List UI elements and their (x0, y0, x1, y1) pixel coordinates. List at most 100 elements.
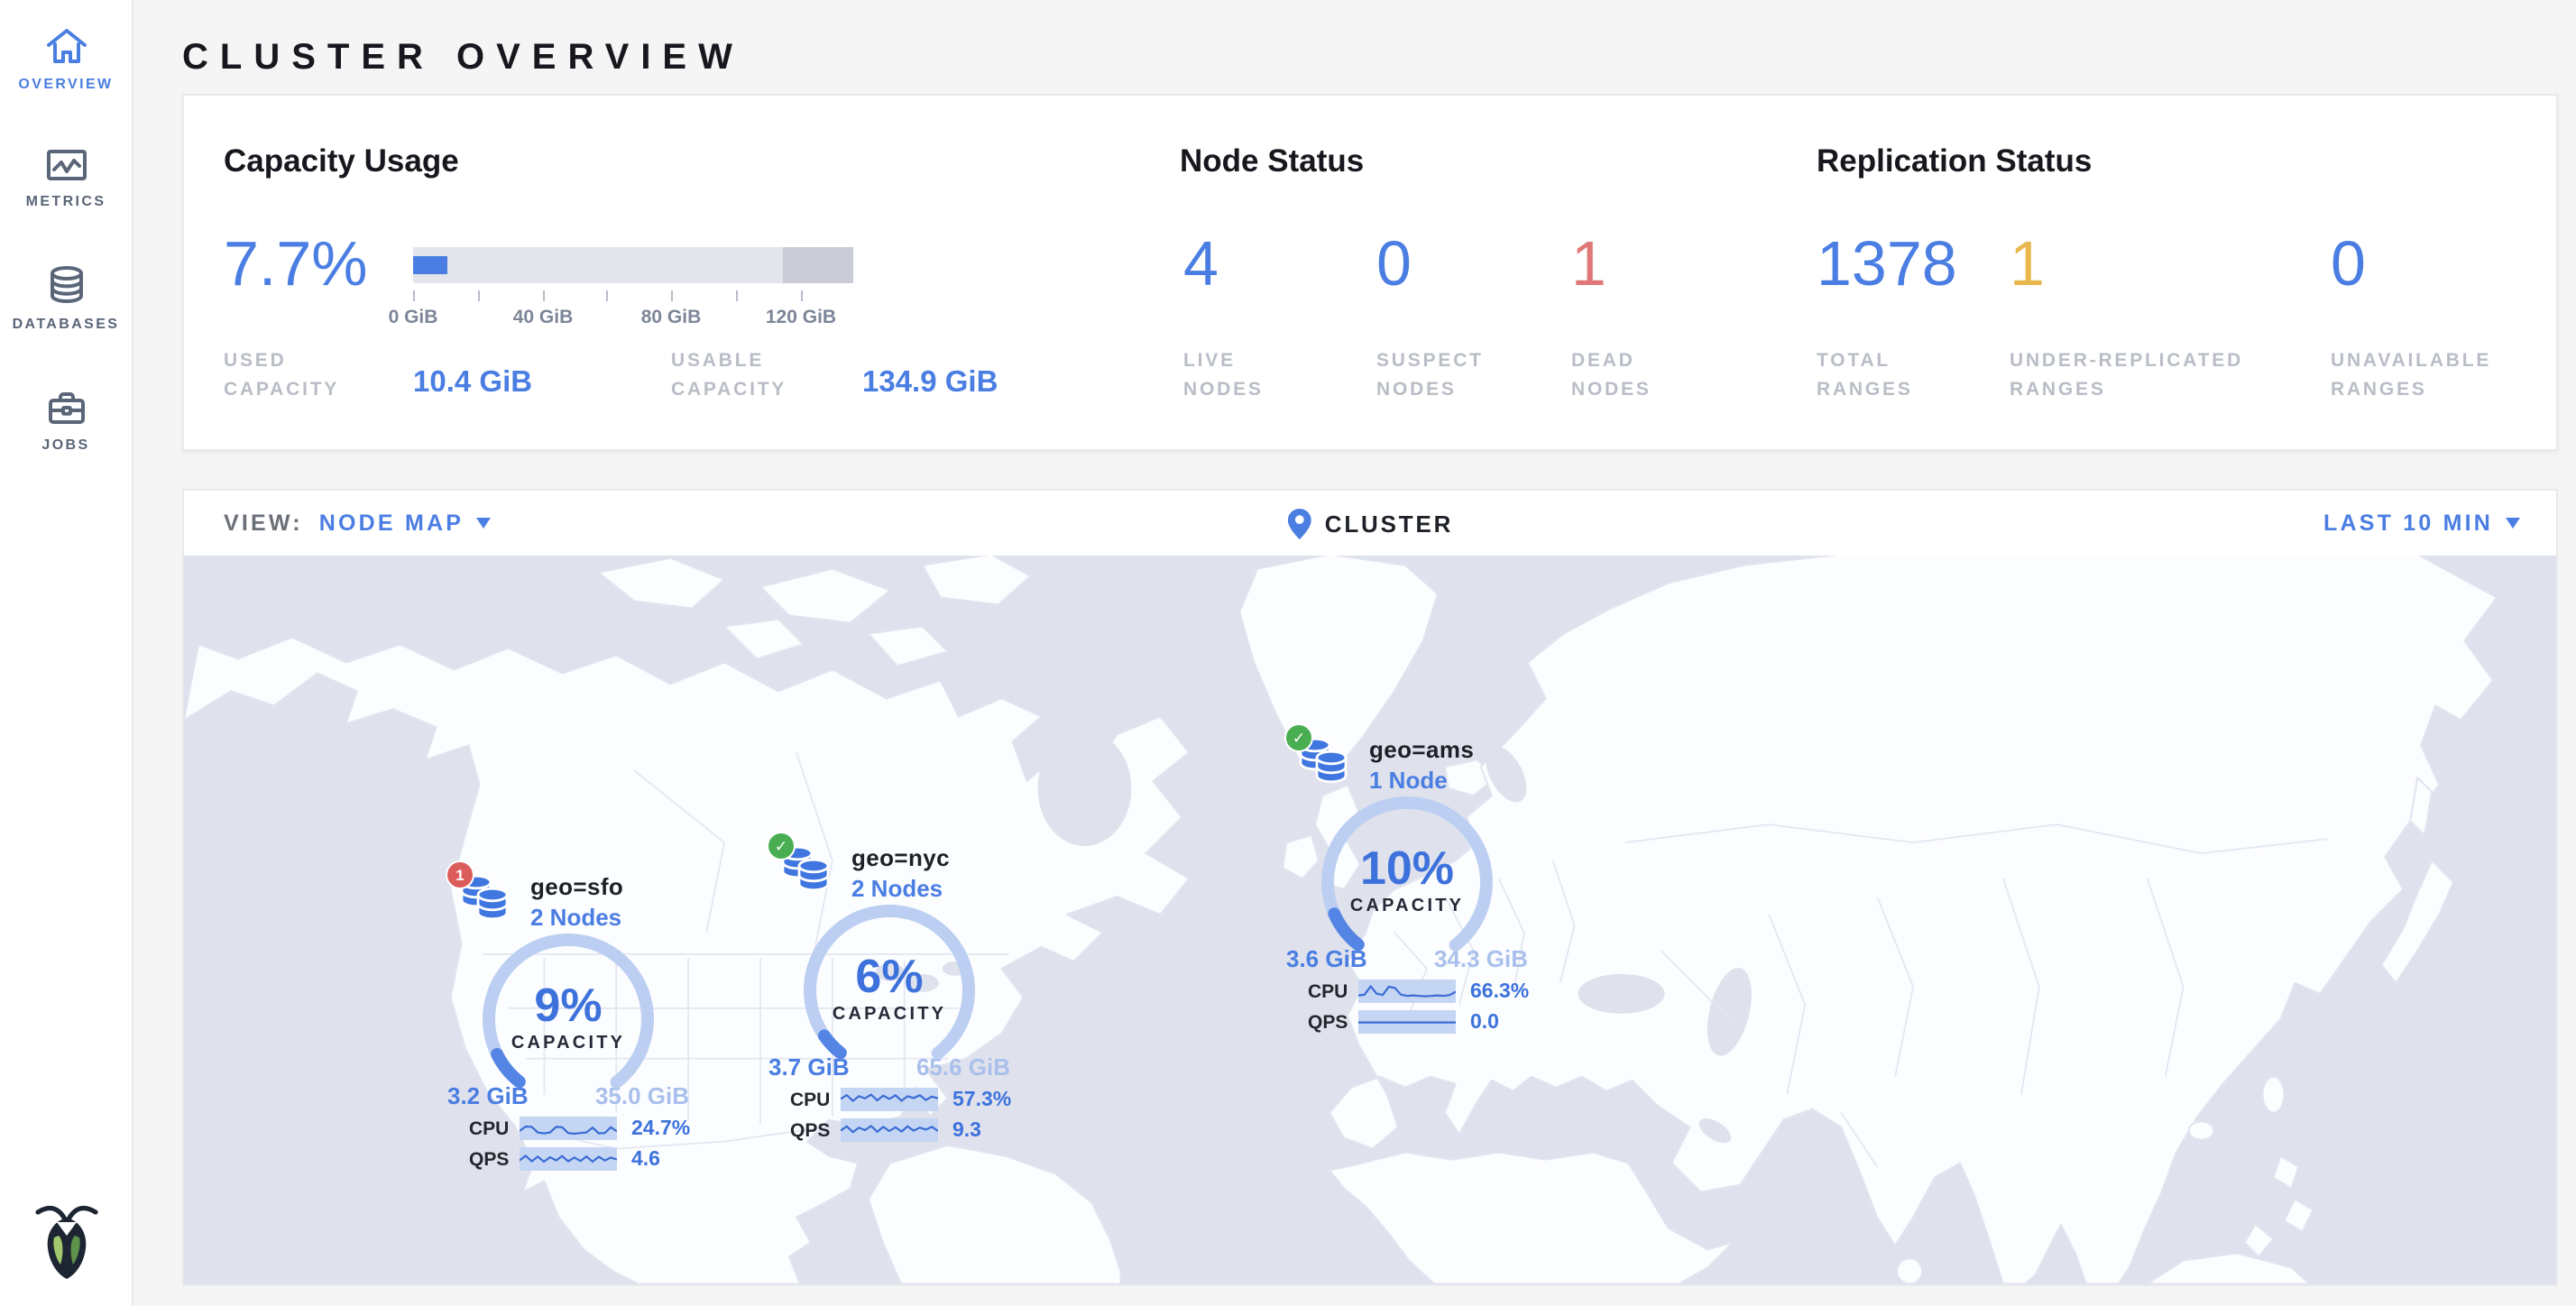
gauge-total-value: 34.3 GiB (1433, 945, 1528, 972)
capacity-percent: 7.7% (224, 229, 368, 299)
dead-nodes-label: DEAD NODES (1571, 350, 1651, 401)
capacity-usage-title: Capacity Usage (224, 143, 459, 179)
metrics-icon (42, 146, 89, 184)
usable-capacity-value: 134.9 GiB (862, 366, 998, 399)
breadcrumb: CLUSTER (1286, 508, 1454, 538)
location-pin-icon (1286, 508, 1311, 538)
locality-name: geo=ams (1369, 736, 1475, 763)
database-nodes-icon (1299, 737, 1348, 784)
locality-name: geo=sfo (530, 873, 624, 900)
healthy-node-badge: ✓ (767, 832, 796, 860)
time-range-dropdown[interactable]: LAST 10 MIN (2323, 510, 2520, 536)
cpu-label: CPU (469, 1117, 510, 1139)
under-replicated-ranges-value: 1 (2010, 229, 2045, 299)
under-replicated-ranges-label: UNDER-REPLICATED RANGES (2010, 350, 2244, 401)
capacity-gauge: 10% CAPACITY (1313, 794, 1501, 978)
cpu-sparkline (520, 1117, 617, 1140)
locality-geo-sfo[interactable]: 1 geo=sfo 2 Nodes (437, 860, 707, 1171)
cluster-summary-card: Capacity Usage 7.7% 0 GiB 40 GiB 80 GiB … (182, 94, 2558, 451)
used-capacity-label: USED CAPACITY (224, 350, 340, 401)
axis-tick: 0 GiB (388, 307, 438, 328)
suspect-nodes-value: 0 (1376, 229, 1412, 299)
capacity-gauge: 6% CAPACITY (796, 902, 983, 1086)
world-map (184, 554, 2498, 1284)
dead-node-badge: 1 (446, 860, 474, 889)
qps-sparkline (1358, 1010, 1456, 1034)
gauge-percent: 6% (855, 949, 924, 1003)
axis-tick: 40 GiB (512, 307, 574, 328)
qps-value: 0.0 (1470, 1011, 1499, 1033)
node-status-title: Node Status (1180, 143, 1365, 179)
live-nodes-label: LIVE NODES (1183, 350, 1264, 401)
locality-geo-nyc[interactable]: ✓ geo=nyc 2 Nodes (758, 832, 1028, 1142)
view-label: VIEW: (224, 510, 303, 536)
total-ranges-value: 1378 (1817, 229, 1957, 299)
gauge-caption: CAPACITY (511, 1034, 626, 1053)
cpu-value: 57.3% (952, 1089, 1012, 1110)
locality-node-count[interactable]: 2 Nodes (530, 904, 622, 931)
home-icon (42, 25, 89, 67)
total-ranges-label: TOTAL RANGES (1817, 350, 1913, 401)
unavailable-ranges-value: 0 (2331, 229, 2366, 299)
chevron-down-icon (476, 518, 492, 529)
axis-tick: 80 GiB (640, 307, 702, 328)
usable-capacity-label: USABLE CAPACITY (671, 350, 787, 401)
live-nodes-value: 4 (1183, 229, 1219, 299)
sidebar: OVERVIEW METRICS DATABASES (0, 0, 133, 1306)
capacity-bar (413, 247, 853, 283)
gauge-total-value: 65.6 GiB (915, 1053, 1010, 1081)
jobs-icon (42, 386, 89, 428)
gauge-caption: CAPACITY (832, 1005, 947, 1025)
locality-node-count[interactable]: 2 Nodes (851, 875, 943, 902)
qps-label: QPS (1308, 1011, 1348, 1033)
capacity-bar-fill (413, 256, 447, 274)
page-title: CLUSTER OVERVIEW (182, 38, 744, 78)
databases-icon (42, 263, 89, 307)
capacity-bar-reserved (782, 247, 853, 283)
locality-geo-ams[interactable]: ✓ geo=ams 1 Node (1275, 723, 1546, 1034)
database-nodes-icon (781, 845, 830, 892)
gauge-percent: 10% (1359, 841, 1455, 895)
used-capacity-value: 10.4 GiB (413, 366, 533, 399)
sidebar-item-metrics[interactable]: METRICS (0, 146, 132, 209)
sidebar-item-overview[interactable]: OVERVIEW (0, 25, 132, 92)
cpu-label: CPU (1308, 980, 1348, 1002)
qps-value: 4.6 (631, 1148, 660, 1170)
sidebar-item-databases[interactable]: DATABASES (0, 263, 132, 332)
sidebar-item-jobs[interactable]: JOBS (0, 386, 132, 453)
qps-sparkline (520, 1147, 617, 1171)
sidebar-item-label: JOBS (41, 437, 90, 453)
node-map[interactable]: 1 geo=sfo 2 Nodes (182, 554, 2558, 1286)
cpu-sparkline (1358, 980, 1456, 1003)
cpu-value: 66.3% (1470, 980, 1530, 1002)
axis-tick: 120 GiB (765, 307, 837, 328)
gauge-total-value: 35.0 GiB (594, 1082, 689, 1109)
cpu-sparkline (841, 1088, 938, 1111)
view-value: NODE MAP (318, 510, 465, 536)
sidebar-item-label: DATABASES (12, 316, 120, 332)
capacity-gauge: 9% CAPACITY (474, 931, 662, 1115)
time-range-value: LAST 10 MIN (2323, 510, 2493, 536)
gauge-used-value: 3.7 GiB (768, 1053, 850, 1081)
view-selector-dropdown[interactable]: VIEW: NODE MAP (224, 510, 492, 536)
replication-status-title: Replication Status (1817, 143, 2093, 179)
locality-name: geo=nyc (851, 844, 951, 871)
breadcrumb-cluster: CLUSTER (1324, 510, 1454, 537)
gauge-used-value: 3.2 GiB (447, 1082, 529, 1109)
database-nodes-icon (460, 874, 509, 921)
dead-nodes-value: 1 (1571, 229, 1606, 299)
qps-sparkline (841, 1118, 938, 1142)
locality-node-count[interactable]: 1 Node (1369, 767, 1448, 794)
suspect-nodes-label: SUSPECT NODES (1376, 350, 1484, 401)
map-view-bar: VIEW: NODE MAP CLUSTER LAST 10 MIN (182, 489, 2558, 556)
qps-label: QPS (790, 1119, 831, 1141)
gauge-caption: CAPACITY (1349, 897, 1465, 916)
healthy-node-badge: ✓ (1284, 723, 1313, 752)
chevron-down-icon (2506, 518, 2520, 529)
cockroach-labs-logo (0, 1200, 132, 1281)
qps-label: QPS (469, 1148, 510, 1170)
gauge-percent: 9% (534, 978, 603, 1032)
gauge-used-value: 3.6 GiB (1286, 945, 1367, 972)
cpu-value: 24.7% (631, 1117, 691, 1139)
